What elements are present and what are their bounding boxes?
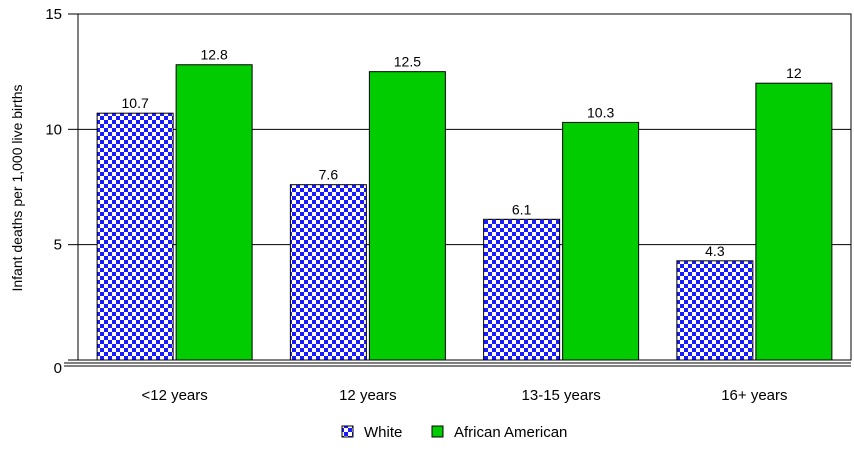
x-tick-label: <12 years bbox=[141, 387, 207, 404]
legend: White African American bbox=[341, 424, 567, 441]
bar-african-american bbox=[755, 82, 833, 361]
y-tick-label: 5 bbox=[54, 237, 62, 254]
data-label: 7.6 bbox=[319, 167, 339, 183]
y-tick-label: 0 bbox=[54, 360, 62, 377]
bar-african-american bbox=[175, 64, 253, 361]
x-tick-label: 16+ years bbox=[721, 387, 787, 404]
legend-swatch bbox=[431, 425, 444, 438]
bar-white bbox=[96, 112, 174, 361]
y-tick-label: 15 bbox=[45, 6, 62, 23]
axes bbox=[64, 13, 852, 367]
legend-label: African American bbox=[454, 424, 567, 441]
x-tick-label: 13-15 years bbox=[522, 387, 601, 404]
bar-african-american bbox=[562, 121, 640, 361]
legend-swatch bbox=[341, 425, 354, 438]
x-tick-label: 12 years bbox=[339, 387, 397, 404]
data-label: 6.1 bbox=[512, 201, 532, 217]
data-label: 10.7 bbox=[122, 95, 149, 111]
data-label: 12 bbox=[786, 65, 802, 81]
legend-label: White bbox=[364, 424, 402, 441]
bars bbox=[96, 64, 833, 361]
data-label: 4.3 bbox=[705, 243, 725, 259]
labels: 10.7 12.8 <12 years 7.6 12.5 12 years 6.1 10.3 1… bbox=[45, 6, 802, 404]
data-label: 12.8 bbox=[201, 47, 228, 63]
y-tick-label: 10 bbox=[45, 121, 62, 138]
plot-frame bbox=[77, 13, 852, 361]
y-axis-title: Infant deaths per 1,000 live births bbox=[9, 84, 25, 291]
bar-white bbox=[483, 218, 561, 361]
data-label: 10.3 bbox=[587, 104, 614, 120]
data-label: 12.5 bbox=[394, 54, 421, 70]
bar-white bbox=[676, 260, 754, 361]
bar-white bbox=[289, 184, 367, 361]
bar-african-american bbox=[368, 71, 446, 361]
